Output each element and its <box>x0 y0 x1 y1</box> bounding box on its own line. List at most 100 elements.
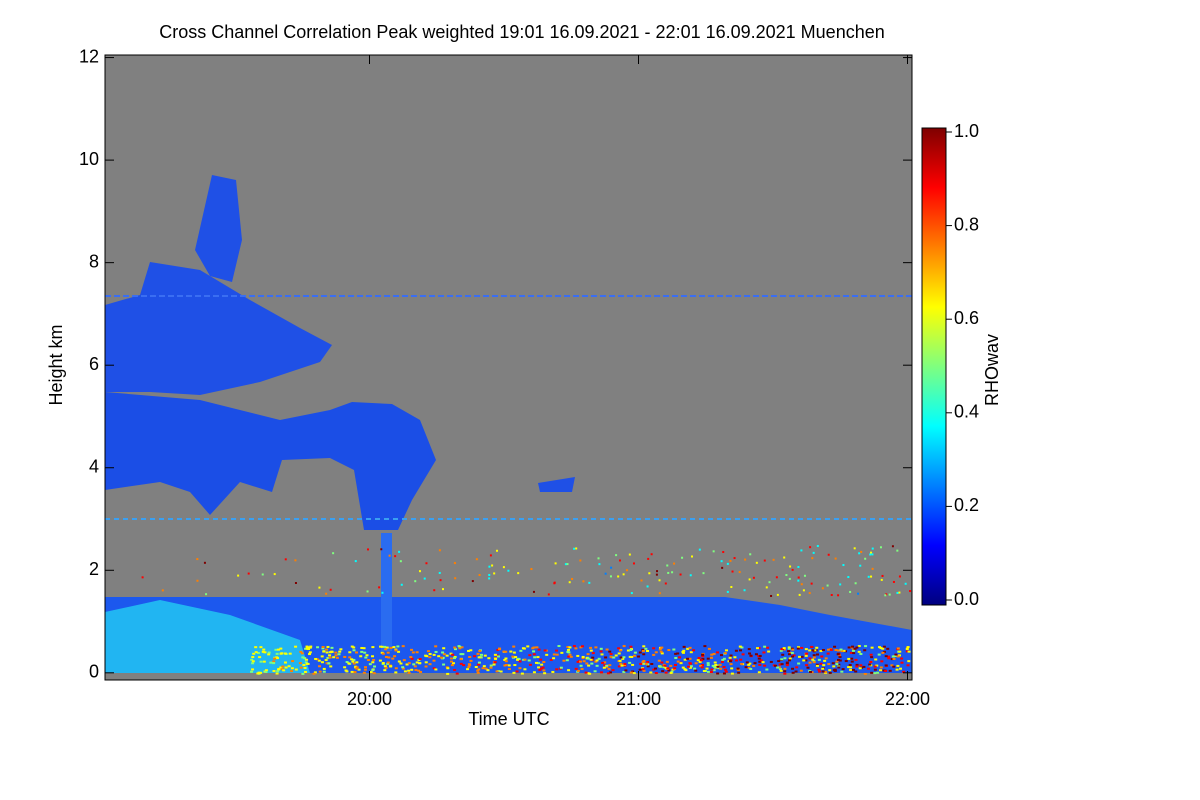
speckle <box>757 647 761 650</box>
speckle <box>313 671 317 674</box>
speckle <box>871 547 874 550</box>
speckle <box>798 593 801 596</box>
speckle <box>765 668 769 671</box>
speckle <box>532 646 536 649</box>
speckle <box>859 652 863 655</box>
speckle <box>381 663 385 666</box>
speckle <box>830 593 833 596</box>
speckle <box>364 656 368 659</box>
speckle <box>629 649 633 652</box>
speckle <box>864 557 867 560</box>
speckle <box>884 655 888 658</box>
speckle <box>787 646 791 649</box>
speckle <box>414 580 417 583</box>
speckle <box>565 659 569 662</box>
speckle <box>554 562 557 565</box>
speckle <box>700 666 704 669</box>
speckle <box>621 657 625 660</box>
speckle <box>673 663 677 666</box>
speckle <box>482 665 486 668</box>
speckle <box>666 564 669 567</box>
speckle <box>797 565 800 568</box>
speckle <box>664 667 668 670</box>
speckle <box>673 562 676 565</box>
speckle <box>749 553 752 556</box>
speckle <box>451 653 455 656</box>
speckle <box>896 647 900 650</box>
speckle <box>721 566 724 569</box>
speckle <box>305 645 309 648</box>
speckle <box>483 654 487 657</box>
speckle <box>564 563 567 566</box>
speckle <box>808 649 812 652</box>
speckle <box>834 557 837 560</box>
speckle <box>393 655 397 658</box>
speckle <box>880 578 883 581</box>
x-tick-label: 21:00 <box>616 689 661 709</box>
speckle <box>863 649 867 652</box>
speckle <box>494 657 498 660</box>
speckle <box>469 649 473 652</box>
speckle <box>434 650 438 653</box>
speckle <box>350 658 354 661</box>
speckle <box>453 657 457 660</box>
speckle <box>783 556 786 559</box>
speckle <box>815 663 819 666</box>
speckle <box>683 658 687 661</box>
speckle <box>312 672 316 675</box>
speckle <box>812 551 815 554</box>
speckle <box>608 664 612 667</box>
speckle <box>298 662 302 665</box>
speckle <box>633 654 637 657</box>
speckle <box>778 667 782 670</box>
speckle <box>523 658 527 661</box>
speckle <box>332 656 336 659</box>
speckle <box>496 655 500 658</box>
speckle <box>726 590 729 593</box>
speckle <box>642 653 646 656</box>
speckle <box>503 664 507 667</box>
speckle <box>791 648 795 651</box>
speckle <box>272 662 276 665</box>
x-tick-label: 22:00 <box>885 689 930 709</box>
speckle <box>619 656 623 659</box>
speckle <box>442 647 446 650</box>
speckle <box>355 661 359 664</box>
speckle <box>669 671 673 674</box>
speckle <box>810 645 814 648</box>
speckle <box>724 668 728 671</box>
speckle <box>607 667 611 670</box>
speckle <box>686 657 690 660</box>
speckle <box>371 646 375 649</box>
speckle <box>855 646 859 649</box>
speckle <box>805 664 809 667</box>
speckle <box>589 646 593 649</box>
speckle <box>272 660 276 663</box>
speckle <box>259 671 263 674</box>
speckle <box>372 672 376 675</box>
speckle <box>394 671 398 674</box>
speckle <box>294 581 297 584</box>
speckle <box>357 668 361 671</box>
speckle <box>641 668 645 671</box>
speckle <box>905 648 909 651</box>
speckle <box>782 647 786 650</box>
speckle <box>628 553 631 556</box>
speckle <box>862 665 866 668</box>
speckle <box>665 660 669 663</box>
speckle <box>493 653 497 656</box>
speckle <box>523 668 527 671</box>
speckle <box>780 648 784 651</box>
speckle <box>394 649 398 652</box>
speckle <box>896 549 899 552</box>
speckle <box>543 672 547 675</box>
speckle <box>291 660 295 663</box>
speckle <box>891 545 894 548</box>
speckle <box>588 581 591 584</box>
speckle <box>479 656 483 659</box>
speckle <box>588 672 592 675</box>
speckle <box>519 649 523 652</box>
speckle <box>897 654 901 657</box>
speckle <box>591 656 595 659</box>
speckle <box>352 662 356 665</box>
